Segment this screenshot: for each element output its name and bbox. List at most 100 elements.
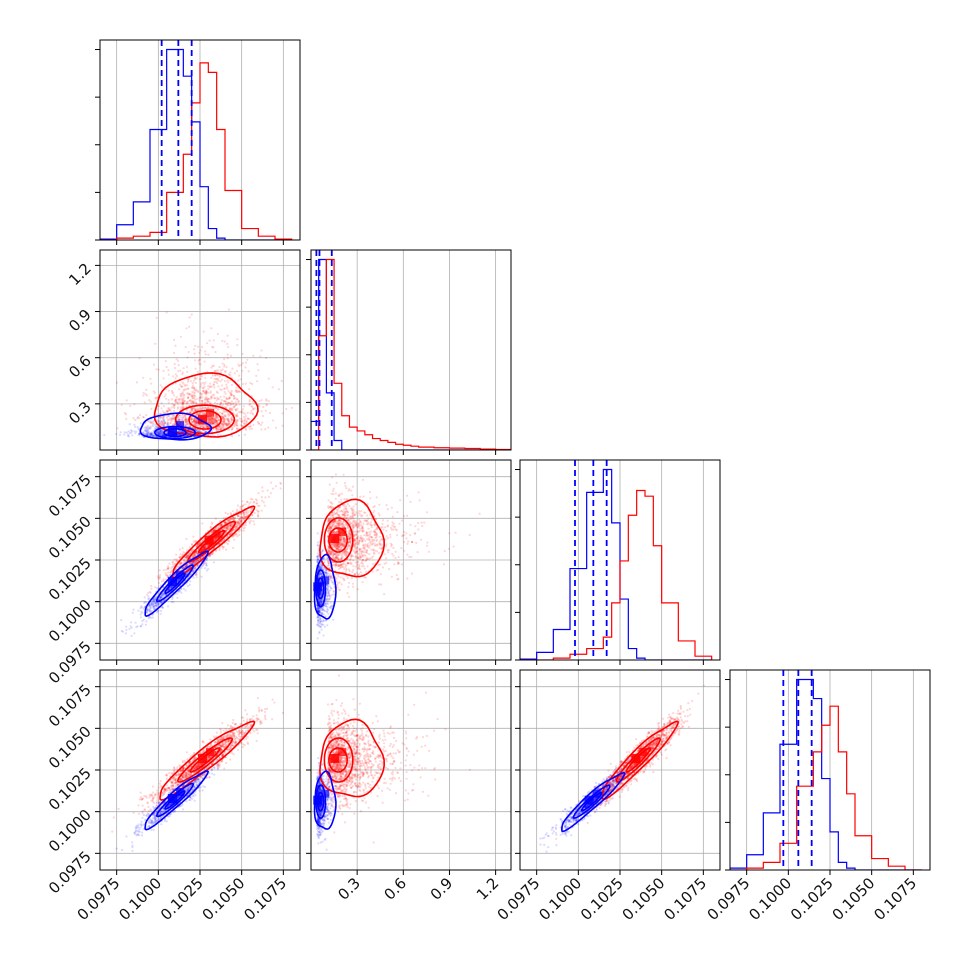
panel-2-2 [520, 460, 713, 660]
contour-blue-2 [313, 553, 337, 620]
contour-blue-0 [316, 791, 325, 812]
y-tick-label-2-4: 0.1075 [45, 471, 95, 521]
panel-2-0 [100, 460, 300, 660]
y-tick-label-2-3: 0.1050 [45, 512, 95, 562]
y-tick-label-2-2: 0.1025 [45, 554, 95, 604]
panel-0-0 [100, 40, 293, 240]
hist-red-1 [311, 258, 511, 450]
density-peak-red [330, 534, 340, 543]
x-tick-label-1-0: 0.3 [334, 874, 364, 904]
contour-red-0 [328, 527, 349, 553]
contour-blue-0 [581, 791, 603, 812]
contour-blue-0 [164, 790, 186, 810]
y-tick-label-3-0: 0.0975 [45, 847, 95, 897]
hist-blue-1 [311, 258, 511, 450]
y-tick-label-3-3: 0.1050 [45, 722, 95, 772]
x-tick-label-2-1: 0.1000 [535, 874, 585, 924]
y-tick-label-2-1: 0.1000 [45, 596, 95, 646]
x-tick-label-1-1: 0.6 [381, 874, 411, 904]
contours-red-2-1 [319, 498, 386, 578]
hist-red-2 [520, 489, 713, 660]
contour-blue-2 [560, 771, 626, 833]
contours-red-3-2 [601, 720, 679, 801]
x-tick-label-0-0: 0.0975 [74, 874, 124, 924]
hist-blue-2 [520, 468, 712, 660]
hist-red-0 [100, 62, 293, 240]
contour-red-1 [174, 404, 236, 435]
contours-blue-2-0 [144, 550, 209, 617]
x-tick-label-2-3: 0.1050 [619, 874, 669, 924]
x-tick-label-2-4: 0.1075 [660, 874, 710, 924]
hist-blue-0 [100, 48, 292, 240]
x-tick-label-2-2: 0.1025 [577, 874, 627, 924]
contour-blue-0 [164, 572, 186, 595]
contour-blue-2 [139, 412, 213, 441]
contour-red-0 [197, 529, 226, 554]
density-peak2-red [206, 408, 214, 417]
contour-red-0 [625, 747, 651, 773]
contour-blue-1 [155, 564, 195, 603]
density-peak2-red [338, 528, 347, 536]
x-tick-label-1-3: 1.2 [473, 874, 503, 904]
hist-red-3 [730, 705, 922, 870]
panel-frame-1-1 [310, 249, 512, 451]
contour-red-1 [176, 737, 234, 783]
x-tick-label-0-4: 0.1075 [240, 874, 290, 924]
y-tick-label-1-3: 1.2 [65, 259, 95, 289]
contour-blue-1 [315, 569, 327, 608]
density-peak-red [330, 754, 340, 763]
contour-red-0 [188, 409, 222, 430]
x-tick-label-2-0: 0.0975 [494, 874, 544, 924]
contours-red-3-1 [319, 718, 386, 798]
contours-blue-3-0 [144, 770, 209, 831]
panel-3-1 [311, 670, 511, 870]
scatter-red-1-0 [115, 308, 294, 431]
x-tick-label-3-2: 0.1025 [787, 874, 837, 924]
contour-red-2 [319, 498, 386, 578]
y-tick-label-3-2: 0.1025 [45, 764, 95, 814]
y-tick-label-2-0: 0.0975 [45, 637, 95, 687]
contour-red-1 [323, 737, 354, 783]
contour-blue-1 [153, 425, 197, 440]
x-tick-label-3-0: 0.0975 [704, 874, 754, 924]
density-peak2-red [338, 748, 347, 756]
x-tick-label-3-3: 0.1050 [829, 874, 879, 924]
panel-3-0 [100, 670, 300, 870]
density-peak-blue [168, 427, 177, 437]
x-tick-label-0-1: 0.1000 [115, 874, 165, 924]
contour-red-1 [615, 737, 662, 783]
contour-red-2 [153, 372, 259, 438]
contour-red-2 [319, 718, 386, 798]
x-tick-label-0-3: 0.1050 [199, 874, 249, 924]
contours-blue-3-1 [313, 770, 337, 830]
contour-red-2 [159, 720, 256, 801]
x-tick-label-0-2: 0.1025 [157, 874, 207, 924]
x-tick-label-3-1: 0.1000 [745, 874, 795, 924]
hist-blue-3 [730, 678, 922, 870]
density-peak2-blue [176, 788, 184, 796]
density-peak2-blue [592, 789, 601, 798]
y-tick-label-3-1: 0.1000 [45, 806, 95, 856]
y-tick-label-3-4: 0.1075 [45, 681, 95, 731]
contours-blue-2-1 [313, 553, 337, 620]
contour-red-0 [328, 747, 349, 773]
x-tick-label-3-4: 0.1075 [870, 874, 920, 924]
contour-blue-2 [144, 550, 209, 617]
contour-red-0 [189, 747, 221, 773]
y-tick-label-1-2: 0.9 [65, 306, 95, 336]
contour-blue-0 [316, 577, 325, 600]
scatter-red-2-1 [326, 473, 481, 601]
density-peak-red [198, 414, 207, 424]
scatter-red-3-1 [326, 674, 471, 844]
x-tick-label-1-2: 0.9 [427, 874, 457, 904]
panel-3-3 [730, 670, 922, 870]
contour-blue-2 [144, 770, 209, 831]
contours-blue-1-0 [139, 412, 213, 441]
contours-blue-3-2 [560, 771, 626, 833]
panel-2-1 [311, 460, 511, 660]
panel-1-1 [311, 250, 511, 450]
panel-1-0 [100, 250, 300, 450]
contour-blue-0 [163, 428, 187, 438]
y-tick-label-1-0: 0.3 [65, 398, 95, 428]
